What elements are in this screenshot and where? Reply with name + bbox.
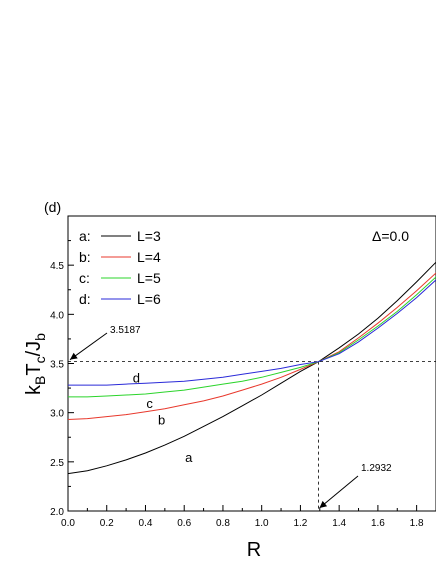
legend-key-b: b: xyxy=(79,249,91,265)
legend-key-d: d: xyxy=(79,291,91,307)
y-tick-label: 2.0 xyxy=(50,507,64,518)
x-axis-label: R xyxy=(247,539,261,561)
curve-label-a: a xyxy=(185,450,193,465)
series-line-c xyxy=(68,276,436,398)
y-axis-label: kBTc/Jb xyxy=(23,333,48,395)
y-label-slash: /J xyxy=(23,341,45,357)
legend-label-a: L=3 xyxy=(137,228,161,244)
y-crossing-arrow xyxy=(69,332,108,361)
legend-label-b: L=4 xyxy=(137,249,161,265)
y-tick-label: 4.0 xyxy=(50,310,64,321)
legend-label-c: L=5 xyxy=(137,270,161,286)
y-label-j-sub: b xyxy=(32,333,48,341)
series-line-a xyxy=(67,261,436,475)
legend-key-a: a: xyxy=(79,228,91,244)
x-tick-label: 0.4 xyxy=(139,518,153,529)
x-tick-label: 1.2 xyxy=(293,518,307,529)
y-tick-label: 2.5 xyxy=(50,458,64,469)
x-crossing-arrow xyxy=(319,475,359,509)
series-lines xyxy=(67,261,436,475)
y-label-t-sub: c xyxy=(32,356,48,363)
y-tick-label: 3.5 xyxy=(50,360,64,371)
curve-label-c: c xyxy=(146,396,153,411)
y-axis-ticks: 2.0 2.5 3.0 3.5 4.0 4.5 xyxy=(50,240,74,518)
legend-label-d: L=6 xyxy=(137,291,161,307)
y-crossing-arrow-head xyxy=(70,352,78,360)
y-tick-label: 4.5 xyxy=(50,261,64,272)
y-crossing-label: 3.5187 xyxy=(110,325,141,336)
x-crossing-arrow-head xyxy=(319,500,328,508)
x-tick-label: 1.8 xyxy=(410,518,424,529)
x-tick-label: 1.0 xyxy=(255,518,269,529)
series-line-d xyxy=(68,279,436,386)
curve-label-b: b xyxy=(158,413,165,428)
y-label-k-sub: B xyxy=(32,376,48,385)
y-label-t: T xyxy=(23,363,45,375)
legend-key-c: c: xyxy=(79,270,90,286)
x-tick-label: 1.4 xyxy=(332,518,346,529)
crossing-reference-lines xyxy=(68,361,436,511)
series-line-b xyxy=(67,272,436,420)
x-tick-label: 1.6 xyxy=(371,518,385,529)
x-tick-label: 0.6 xyxy=(177,518,191,529)
panel-label: (d) xyxy=(44,199,61,215)
curve-label-d: d xyxy=(133,370,140,385)
x-axis-ticks: 0.0 0.2 0.4 0.6 0.8 1.0 1.2 1.4 1.6 1.8 xyxy=(61,505,436,529)
crossing-arrows xyxy=(69,332,359,509)
y-tick-label: 3.0 xyxy=(50,409,64,420)
x-tick-label: 0.8 xyxy=(216,518,230,529)
curve-labels: a bcd xyxy=(133,370,193,465)
x-crossing-label: 1.2932 xyxy=(361,463,392,474)
x-tick-label: 0.2 xyxy=(100,518,114,529)
legend: a: L=3 b: L=4 c: L=5 d: L=6 xyxy=(79,228,161,307)
y-label-k: k xyxy=(23,384,45,395)
x-tick-label: 0.0 xyxy=(61,518,75,529)
delta-annotation: Δ=0.0 xyxy=(372,228,409,244)
